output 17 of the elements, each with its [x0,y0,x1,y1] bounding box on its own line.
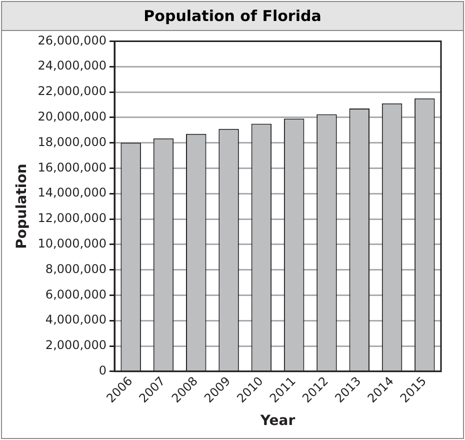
x-axis-title: Year [259,413,296,430]
y-tick-label: 16,000,000 [38,160,107,174]
y-tick-label: 8,000,000 [45,262,107,276]
y-tick-label: 2,000,000 [45,338,107,352]
y-tick-label: 0 [98,364,107,378]
y-tick-label: 4,000,000 [45,312,107,327]
y-axis-title: Population [14,164,30,249]
y-tick-label: 6,000,000 [45,287,107,302]
y-tick-label: 22,000,000 [38,84,107,98]
y-tick-label: 18,000,000 [38,134,107,149]
y-tick-label: 20,000,000 [38,110,107,124]
y-tick-label: 10,000,000 [38,236,107,251]
y-tick-label: 14,000,000 [38,186,107,200]
y-tick-label: 24,000,000 [38,58,107,73]
chart-title: Population of Florida [2,2,463,31]
y-tick-label: 26,000,000 [38,33,107,48]
y-tick-label: 12,000,000 [38,211,107,226]
